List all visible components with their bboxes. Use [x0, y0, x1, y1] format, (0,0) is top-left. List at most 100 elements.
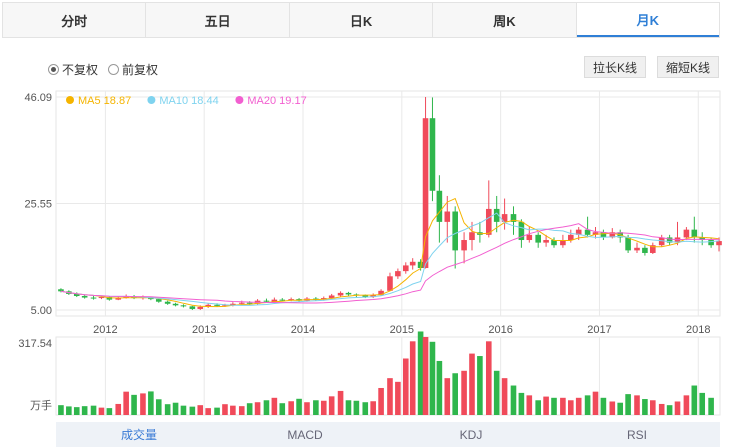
price-tick-label: 25.55	[24, 198, 52, 210]
volume-bar	[66, 406, 72, 415]
volume-bar	[254, 402, 261, 415]
volume-max-label: 317.54	[18, 338, 52, 350]
shorten-kline-button[interactable]: 缩短K线	[657, 56, 720, 78]
volume-bar	[510, 385, 517, 415]
volume-bar	[402, 358, 409, 415]
adjust-options: 不复权 前复权	[48, 61, 158, 78]
volume-bar	[106, 408, 113, 415]
candle-body	[609, 232, 616, 238]
volume-bar	[395, 381, 401, 415]
volume-bar	[609, 401, 616, 415]
volume-bar	[642, 399, 648, 415]
candle-body	[501, 214, 508, 222]
legend-dot-icon	[235, 96, 244, 104]
period-tabs: 分时 五日 日K 周K 月K	[2, 2, 720, 38]
volume-bar	[205, 408, 211, 415]
candle-body	[205, 304, 211, 307]
volume-bar	[90, 405, 97, 415]
tab-1[interactable]: 五日	[146, 3, 290, 37]
year-tick-label: 2012	[93, 324, 117, 336]
volume-bar	[337, 390, 344, 415]
volume-bar	[436, 360, 443, 415]
volume-bar	[708, 397, 714, 415]
lengthen-kline-button[interactable]: 拉长K线	[584, 56, 647, 78]
indicator-tab-0[interactable]: 成交量	[120, 428, 157, 442]
volume-bar	[501, 378, 508, 415]
candle-body	[106, 297, 113, 300]
volume-bar	[370, 401, 376, 415]
indicator-tab-3[interactable]: RSI	[626, 427, 647, 442]
year-tick-label: 2014	[291, 324, 315, 336]
indicator-tab-2[interactable]: KDJ	[459, 427, 483, 442]
legend-label: MA10 18.44	[159, 95, 218, 107]
volume-bar	[189, 406, 196, 415]
candle-body	[600, 232, 607, 238]
indicator-tabs: 成交量 MACD KDJ RSI	[56, 422, 720, 447]
candle-body	[279, 299, 286, 301]
volume-bar	[271, 397, 278, 415]
candle-body	[164, 301, 171, 304]
candle-body	[469, 232, 475, 241]
volume-bar	[429, 341, 436, 415]
candle-body	[551, 240, 557, 246]
volume-bar	[197, 405, 204, 415]
candle-body	[123, 296, 129, 298]
candle-body	[345, 292, 352, 295]
volume-bar	[155, 399, 162, 415]
ma10-line	[60, 212, 720, 306]
legend-dot-icon	[66, 96, 74, 104]
year-tick-label: 2017	[587, 324, 611, 336]
candle-body	[452, 211, 458, 251]
candle-body	[461, 240, 467, 251]
ma5-line	[60, 197, 720, 308]
candle-body	[90, 297, 97, 299]
price-tick-label: 46.09	[24, 92, 52, 104]
candle-body	[328, 295, 335, 299]
volume-bar	[485, 341, 492, 415]
volume-bar	[518, 392, 525, 415]
legend-label: MA20 19.17	[247, 95, 306, 107]
candle-body	[584, 229, 591, 235]
legend-dot-icon	[147, 96, 156, 104]
radio-checked-icon	[48, 64, 59, 75]
forward-adjust-radio[interactable]: 前复权	[108, 61, 158, 78]
volume-bar	[123, 391, 129, 415]
candle-body	[246, 302, 253, 304]
volume-bar	[279, 403, 286, 415]
no-adjust-radio[interactable]: 不复权	[48, 61, 98, 78]
volume-bar	[230, 405, 236, 415]
volume-bar	[238, 406, 245, 415]
candle-body	[493, 208, 500, 222]
candle-body	[634, 247, 640, 251]
year-tick-label: 2013	[192, 324, 216, 336]
candle-body	[271, 299, 278, 302]
candle-body	[362, 295, 369, 298]
candle-body	[510, 214, 517, 222]
volume-bar	[666, 405, 673, 415]
legend-label: MA5 18.87	[78, 95, 131, 107]
candle-body	[409, 261, 416, 266]
candle-body	[429, 118, 436, 191]
volume-bar	[674, 401, 681, 415]
volume-bar	[469, 353, 475, 415]
volume-bar	[422, 337, 429, 415]
volume-bar	[362, 402, 369, 415]
volume-bar	[214, 407, 220, 415]
volume-bar	[353, 400, 360, 415]
tab-4[interactable]: 月K	[576, 3, 720, 37]
forward-adjust-label: 前复权	[122, 63, 159, 77]
volume-bar	[551, 397, 557, 415]
no-adjust-label: 不复权	[62, 63, 99, 77]
volume-bar	[387, 378, 393, 415]
indicator-tab-1[interactable]: MACD	[287, 427, 323, 442]
tab-0[interactable]: 分时	[3, 3, 147, 37]
candle-body	[230, 303, 236, 306]
tab-3[interactable]: 周K	[433, 3, 577, 37]
candle-body	[263, 300, 270, 302]
volume-bar	[658, 403, 665, 415]
volume-bar	[417, 331, 424, 415]
volume-bar	[345, 400, 352, 415]
volume-bar	[634, 395, 640, 415]
volume-bar	[320, 400, 327, 415]
tab-2[interactable]: 日K	[290, 3, 434, 37]
